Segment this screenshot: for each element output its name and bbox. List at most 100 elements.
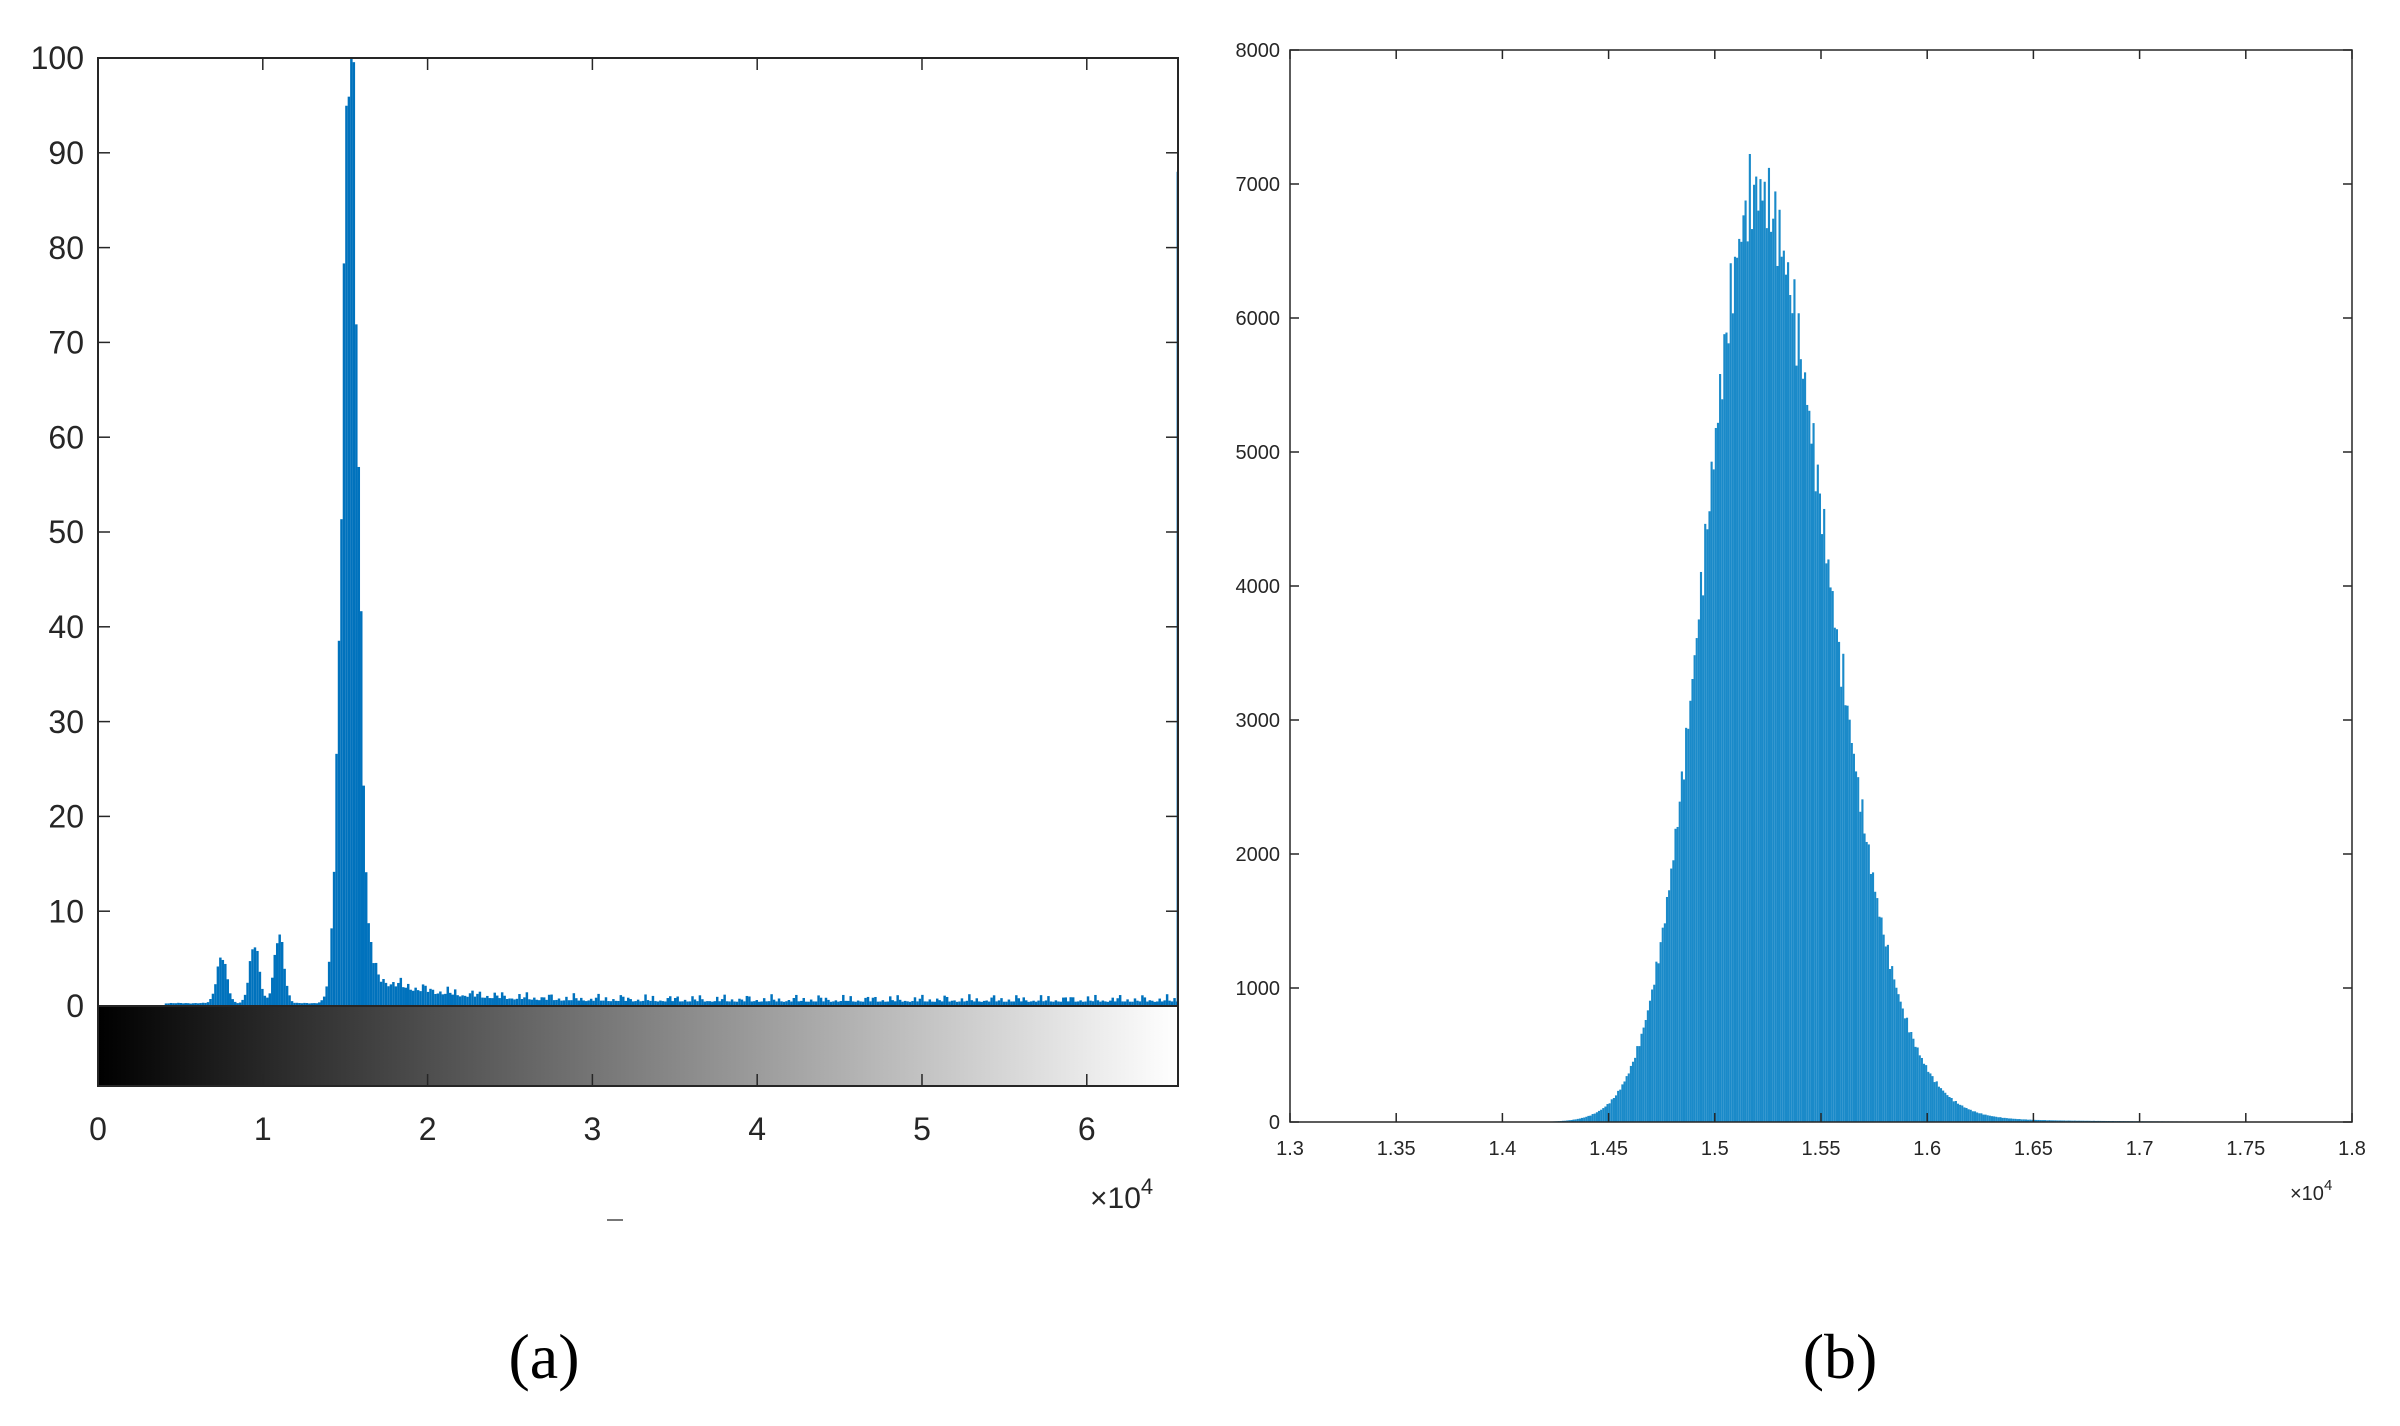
histogram-bar — [772, 999, 776, 1006]
histogram-bar — [864, 997, 867, 1006]
histogram-bar — [1801, 378, 1805, 1122]
histogram-bar — [955, 1001, 959, 1006]
histogram-bar — [1825, 563, 1828, 1122]
histogram-bar — [562, 1000, 566, 1006]
histogram-bar — [221, 959, 225, 1006]
histogram-bar — [844, 1000, 848, 1006]
histogram-bar — [486, 995, 489, 1006]
x-tick-label: 5 — [913, 1111, 931, 1147]
histogram-bar — [800, 1000, 803, 1006]
histogram-bar — [542, 997, 546, 1006]
histogram-bar — [1895, 987, 1898, 1122]
histogram-bar — [839, 1001, 843, 1006]
histogram-bar — [921, 994, 924, 1006]
histogram-bar — [456, 995, 459, 1006]
histogram-bar — [1625, 1076, 1628, 1122]
x-tick-label: 0 — [89, 1111, 107, 1147]
histogram-bar — [916, 1001, 919, 1006]
histogram-bar — [204, 1002, 207, 1006]
histogram-bar — [219, 957, 222, 1006]
histogram-bar — [1682, 779, 1686, 1122]
histogram-bar — [797, 1001, 801, 1006]
histogram-bar — [938, 1000, 941, 1006]
histogram-bar — [1916, 1047, 1919, 1122]
histogram-bar — [271, 977, 274, 1006]
histogram-bar — [1587, 1115, 1590, 1122]
histogram-bar — [804, 1001, 808, 1006]
histogram-bar — [703, 1001, 707, 1006]
histogram-bar — [1840, 686, 1843, 1122]
histogram-bar — [409, 989, 412, 1006]
histogram-bar — [943, 995, 946, 1006]
histogram-bar — [1731, 313, 1734, 1122]
y-tick-label: 0 — [1269, 1112, 1280, 1134]
histogram-bar — [340, 519, 343, 1006]
histogram-bar — [1823, 508, 1826, 1122]
histogram-bar — [1640, 1033, 1643, 1122]
histogram-bar — [315, 1003, 319, 1006]
histogram-bar — [1597, 1110, 1601, 1122]
histogram-bar — [238, 1002, 242, 1006]
histogram-bar — [439, 991, 442, 1006]
histogram-bar — [1787, 262, 1790, 1122]
histogram-bar — [1081, 1001, 1085, 1006]
histogram-bar — [651, 995, 655, 1006]
histogram-bar — [817, 995, 820, 1006]
histogram-bar — [1776, 265, 1779, 1123]
histogram-bar — [874, 996, 877, 1006]
histogram-bar — [263, 995, 267, 1006]
histogram-bar — [1663, 923, 1666, 1122]
histogram-bar — [854, 1001, 857, 1006]
bars-a — [164, 58, 1179, 1007]
histogram-bar — [505, 998, 509, 1006]
histogram-bar — [1634, 1057, 1637, 1122]
histogram-bar — [1593, 1113, 1596, 1122]
histogram-bar — [1069, 997, 1072, 1006]
histogram-bar — [1876, 898, 1879, 1122]
histogram-bar — [384, 982, 388, 1006]
histogram-bar — [775, 1001, 778, 1006]
histogram-bar — [829, 1001, 833, 1006]
histogram-bar — [1034, 1001, 1038, 1006]
histogram-bar — [1714, 427, 1717, 1122]
histogram-bar — [483, 997, 487, 1006]
histogram-bar — [1757, 210, 1760, 1122]
histogram-bar — [308, 1003, 311, 1006]
histogram-bar — [1657, 963, 1660, 1122]
histogram-bar — [1148, 1000, 1152, 1006]
histogram-bar — [280, 941, 284, 1006]
histogram-bar — [523, 997, 526, 1006]
histogram-bar — [416, 990, 420, 1006]
histogram-bar — [706, 1001, 709, 1006]
histogram-bar — [1155, 1001, 1159, 1006]
histogram-bar — [2003, 1117, 2006, 1122]
histogram-bar — [392, 982, 395, 1006]
histogram-bar — [1954, 1100, 1957, 1122]
histogram-bar — [535, 999, 539, 1006]
histogram-bar — [471, 990, 474, 1006]
histogram-bar — [1978, 1113, 1981, 1122]
histogram-bar — [1888, 969, 1892, 1122]
histogram-bar — [446, 986, 450, 1006]
histogram-bar — [1067, 1001, 1070, 1006]
histogram-bar — [940, 1001, 944, 1006]
histogram-bar — [1920, 1057, 1923, 1122]
histogram-bar — [990, 997, 993, 1006]
histogram-bar — [1723, 334, 1726, 1122]
histogram-bar — [624, 1000, 627, 1006]
histogram-bar — [654, 1001, 657, 1006]
histogram-bar — [419, 991, 422, 1006]
histogram-bar — [565, 996, 568, 1006]
histogram-bar — [824, 997, 828, 1006]
histogram-bar — [814, 1001, 818, 1006]
histogram-bar — [965, 1000, 969, 1006]
histogram-bar — [1925, 1065, 1928, 1122]
histogram-bar — [780, 1001, 783, 1006]
histogram-bar — [1141, 995, 1144, 1006]
histogram-bar — [1778, 209, 1781, 1123]
histogram-bar — [1774, 191, 1777, 1122]
histogram-bar — [1680, 771, 1683, 1122]
histogram-bar — [493, 992, 496, 1006]
histogram-bar — [725, 1001, 729, 1006]
histogram-bar — [876, 1001, 880, 1006]
